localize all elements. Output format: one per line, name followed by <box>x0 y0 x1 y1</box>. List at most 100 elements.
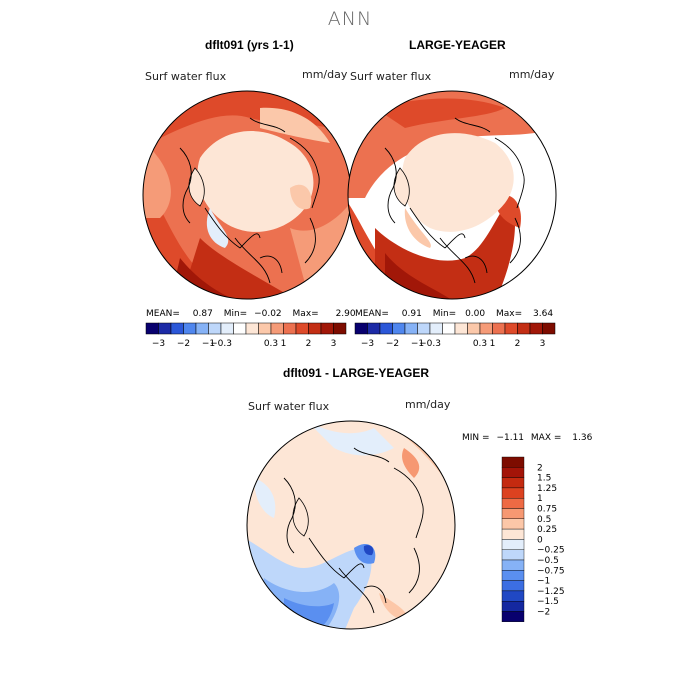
panel-3-colorbar-swatch <box>501 518 525 530</box>
panel-3-colorbar-tick-label: −0.5 <box>537 556 559 566</box>
panel-1-colorbar-swatch <box>295 322 309 335</box>
panel-3-colorbar-tick-label: 0 <box>537 535 543 545</box>
panel-3-colorbar-tick-label: −1 <box>537 577 550 587</box>
panel-1-colorbar-swatch <box>258 322 272 335</box>
panel-1-colorbar-tick-label: −0.3 <box>210 339 232 348</box>
panel-1-title: dflt091 (yrs 1-1) <box>205 38 294 52</box>
panel-3-min-value: −1.11 <box>496 433 525 443</box>
panel-2-min-value: 0.00 <box>465 309 486 319</box>
panel-2-colorbar-swatch <box>504 322 518 335</box>
panel-3-colorbar-swatch <box>501 498 525 509</box>
panel-3-title: dflt091 - LARGE-YEAGER <box>283 366 430 380</box>
panel-1-colorbar-swatch <box>320 322 334 335</box>
panel-1-colorbar-tick-label: −3 <box>152 339 165 348</box>
panel-3-colorbar-tick-label: −1.5 <box>537 597 559 607</box>
panel-2-colorbar-swatch <box>467 322 481 335</box>
panel-3-colorbar-tick-label: −0.25 <box>537 546 565 556</box>
panel-1-mean-value: 0.87 <box>192 309 213 319</box>
panel-1-max-value: 2.90 <box>335 309 356 319</box>
panel-2-colorbar-swatch <box>417 322 431 335</box>
panel-2-colorbar-swatch <box>542 322 556 335</box>
panel-2-colorbar-swatch <box>354 322 368 335</box>
panel-3-colorbar-tick-label: 0.75 <box>537 505 557 515</box>
panel-1-colorbar-tick-label: 1 <box>281 339 287 348</box>
panel-3-colorbar-tick-label: 1.5 <box>537 474 551 484</box>
panel-1-min-label: Min= <box>223 309 248 319</box>
panel-3-colorbar-swatch <box>501 539 525 550</box>
panel-1-colorbar-tick-label: −2 <box>177 339 190 348</box>
panel-2-colorbar-tick-label: −1 <box>411 339 424 348</box>
panel-3-colorbar-swatch <box>501 477 525 489</box>
panel-3-colorbar: 21.51.2510.750.50.250−0.25−0.5−0.75−1−1.… <box>501 456 565 623</box>
panel-3-colorbar-swatch <box>501 559 525 571</box>
panel-2-map <box>347 90 557 300</box>
panel-1-colorbar-tick-label: 2 <box>306 339 312 348</box>
panel-2-colorbar-swatch <box>492 322 506 335</box>
panel-1-colorbar-swatch <box>158 322 172 335</box>
panel-3-colorbar-swatch <box>501 456 525 468</box>
panel-3-colorbar-tick-label: 1 <box>537 494 543 504</box>
panel-1-colorbar-tick-label: −1 <box>202 339 215 348</box>
page-title: ANN <box>327 8 373 30</box>
panel-1-colorbar-tick-label: 0.3 <box>264 339 278 348</box>
panel-1-colorbar-swatch <box>170 322 184 335</box>
panel-1-colorbar-swatch <box>208 322 222 335</box>
panel-1-colorbar-swatch <box>333 322 347 335</box>
panel-1-colorbar-swatch <box>195 322 209 335</box>
panel-3-colorbar-swatch <box>501 467 525 478</box>
panel-2-max-value: 3.64 <box>533 309 554 319</box>
panel-3-colorbar-swatch <box>501 600 525 612</box>
panel-2-colorbar-swatch <box>367 322 381 335</box>
panel-1-colorbar-swatch <box>183 322 197 335</box>
panel-3-colorbar-tick-label: 1.25 <box>537 484 557 494</box>
panel-3-max-label: MAX = <box>530 433 562 443</box>
panel-2-colorbar-swatch <box>442 322 456 335</box>
panel-1-colorbar-swatch <box>245 322 259 335</box>
panel-2-colorbar-swatch <box>392 322 406 335</box>
panel-3-colorbar-swatch <box>501 570 525 581</box>
panel-3-colorbar-swatch <box>501 487 525 499</box>
panel-2-colorbar-tick-label: −0.3 <box>419 339 441 348</box>
panel-2-colorbar-tick-label: 1 <box>490 339 496 348</box>
panel-2-colorbar-tick-label: −2 <box>386 339 399 348</box>
panel-3-colorbar-tick-label: 2 <box>537 463 543 473</box>
panel-2-colorbar: −3 −2 −1−0.3 0.3 1 2 3 <box>354 322 556 348</box>
panel-3-colorbar-tick-label: 0.25 <box>537 525 557 535</box>
panel-3-variable: Surf water flux <box>248 400 330 413</box>
panel-2-min-label: Min= <box>432 309 457 319</box>
panel-2-units: mm/day <box>509 68 555 81</box>
panel-2-mean-label: MEAN= <box>355 309 389 319</box>
panel-3-colorbar-swatch <box>501 528 525 540</box>
panel-2-colorbar-swatch <box>454 322 468 335</box>
panel-1-colorbar-swatch <box>270 322 284 335</box>
panel-3-colorbar-swatch <box>501 580 525 592</box>
panel-3-colorbar-tick-label: 0.5 <box>537 515 551 525</box>
panel-3-colorbar-tick-label: −0.75 <box>537 566 565 576</box>
panel-2-variable: Surf water flux <box>350 70 432 83</box>
panel-3-colorbar-swatch <box>501 611 525 623</box>
panel-2-colorbar-swatch <box>517 322 531 335</box>
panel-1-colorbar-tick-label: 3 <box>331 339 337 348</box>
panel-2-colorbar-swatch <box>479 322 493 335</box>
panel-1-units: mm/day <box>302 68 348 81</box>
panel-2-title: LARGE-YEAGER <box>409 38 506 52</box>
panel-1-map <box>142 90 352 300</box>
panel-3-colorbar-tick-label: −1.25 <box>537 587 565 597</box>
panel-2-colorbar-swatch <box>529 322 543 335</box>
panel-3-colorbar-tick-label: −2 <box>537 608 550 618</box>
panel-1-colorbar-swatch <box>220 322 234 335</box>
panel-2-mean-value: 0.91 <box>401 309 422 319</box>
panel-1-max-label: Max= <box>292 309 319 319</box>
panel-1-mean-label: MEAN= <box>146 309 180 319</box>
panel-2-colorbar-tick-label: −3 <box>361 339 374 348</box>
panel-2-colorbar-tick-label: 0.3 <box>473 339 487 348</box>
panel-2-colorbar-swatch <box>429 322 443 335</box>
panel-1-colorbar-swatch <box>233 322 247 335</box>
panel-1-colorbar: −3 −2 −1−0.3 0.3 1 2 3 <box>145 322 347 348</box>
panel-2-colorbar-tick-label: 3 <box>540 339 546 348</box>
panel-2-max-label: Max= <box>496 309 523 319</box>
panel-3-colorbar-swatch <box>501 508 525 520</box>
panel-2-colorbar-tick-label: 2 <box>515 339 521 348</box>
panel-2-colorbar-swatch <box>379 322 393 335</box>
panel-3-max-value: 1.36 <box>572 433 593 443</box>
